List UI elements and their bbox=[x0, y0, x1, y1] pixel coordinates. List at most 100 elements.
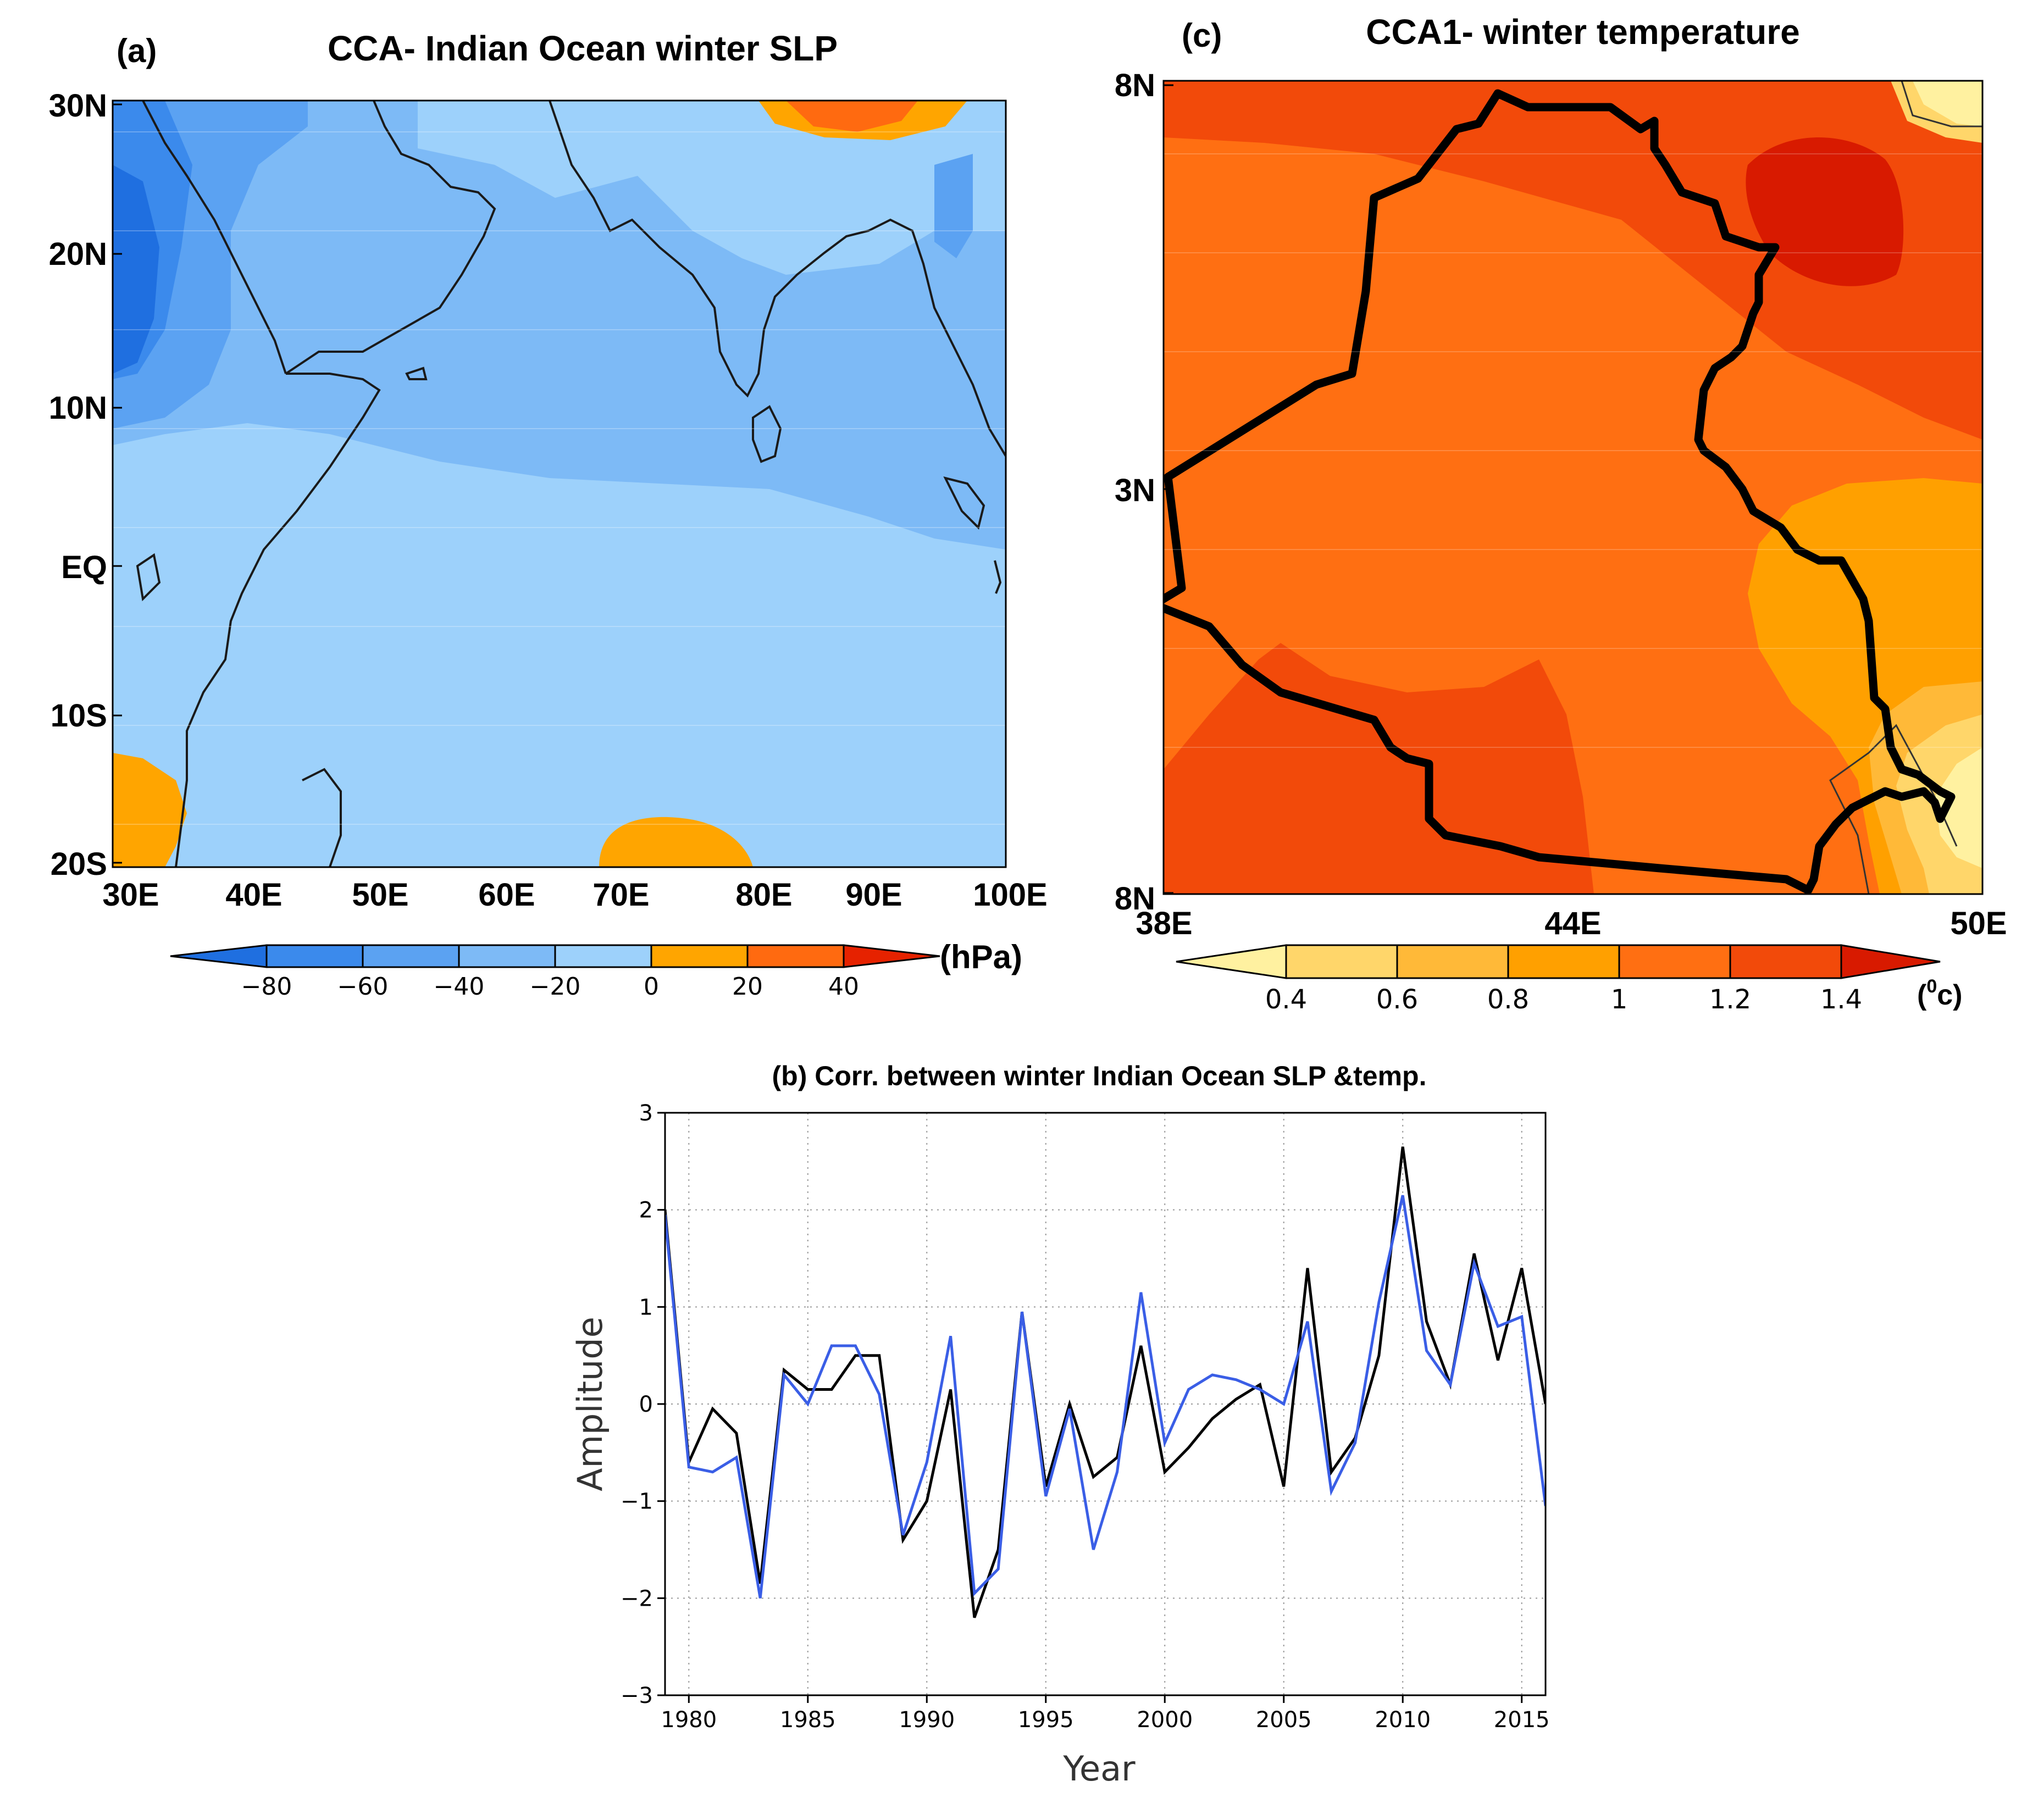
faint-grid-stripes-c bbox=[1164, 153, 1982, 748]
temp-colorbar-arrow-low bbox=[1176, 944, 1287, 979]
slp-contour--40-east bbox=[934, 154, 973, 258]
slp-map bbox=[113, 101, 1006, 867]
slp-colorbar-arrow-high bbox=[843, 944, 940, 968]
slp-positive-north-core bbox=[786, 101, 918, 132]
temp-colorbar-tick: 0.4 bbox=[1265, 984, 1307, 1015]
temp-colorbar-bin bbox=[1618, 944, 1731, 979]
panel-a-letter: (a) bbox=[117, 32, 157, 69]
temp-colorbar-unit: (0c) bbox=[1917, 976, 1963, 1011]
lat-label: 3N bbox=[1115, 473, 1155, 508]
chart-title: (b) Corr. between winter Indian Ocean SL… bbox=[772, 1061, 1427, 1091]
panel-a: (a) CCA- Indian Ocean winter SLP bbox=[49, 29, 1048, 1001]
temp-unit-open: ( bbox=[1917, 979, 1927, 1011]
chart-x-tick-label: 2005 bbox=[1256, 1707, 1312, 1733]
temp-colorbar-tick: 0.6 bbox=[1376, 984, 1418, 1015]
chart-xlabel: Year bbox=[1062, 1749, 1136, 1789]
lon-label: 30E bbox=[102, 877, 159, 913]
chart-y-tick-label: 0 bbox=[639, 1392, 653, 1417]
chart-y-tick-label: −1 bbox=[621, 1489, 653, 1514]
slp-colorbar-tick: 40 bbox=[828, 973, 859, 1001]
slp-contour--80 bbox=[113, 165, 159, 374]
lat-label: 10S bbox=[51, 698, 107, 734]
chart-series-line-black bbox=[665, 1146, 1546, 1618]
temp-colorbar-tick: 0.8 bbox=[1487, 984, 1529, 1015]
slp-colorbar: −80 −60 −40 −20 0 20 40 (hPa) bbox=[170, 939, 1022, 1001]
chart-y-tick-label: 1 bbox=[639, 1295, 653, 1320]
faint-grid-stripes bbox=[113, 131, 1006, 825]
temp-unit-degree: 0 bbox=[1926, 976, 1937, 997]
chart-ylabel: Amplitude bbox=[570, 1317, 610, 1491]
temp-unit-close: c) bbox=[1937, 979, 1962, 1011]
temp-colorbar-tick: 1.2 bbox=[1709, 984, 1751, 1015]
chart-lines bbox=[665, 1146, 1546, 1618]
chart-y-tick-label: −3 bbox=[621, 1683, 653, 1708]
lon-label: 44E bbox=[1544, 906, 1601, 941]
chart-y-tick-label: 3 bbox=[639, 1101, 653, 1126]
coastlines bbox=[136, 101, 1006, 867]
panel-a-lat-labels: 30N 20N 10N EQ 10S 20S bbox=[49, 88, 107, 882]
chart-x-ticks: 1980 1985 1990 1995 2000 2005 2010 2015 bbox=[661, 1695, 1550, 1733]
temp-colorbar-bin bbox=[1729, 944, 1842, 979]
slp-colorbar-tick: −60 bbox=[337, 973, 389, 1001]
lat-label: 10N bbox=[49, 390, 107, 426]
chart-y-ticks: −3 −2 −1 0 1 2 3 bbox=[621, 1101, 665, 1708]
slp-colorbar-tick: −40 bbox=[434, 973, 485, 1001]
temp-contour-0.4 bbox=[1935, 747, 1982, 868]
temp-colorbar-tick: 1 bbox=[1611, 984, 1628, 1015]
slp-contour--20 bbox=[113, 101, 1006, 550]
chart-plot-area bbox=[665, 1113, 1546, 1695]
temp-colorbar-tick: 1.4 bbox=[1820, 984, 1862, 1015]
chart-y-tick-label: 2 bbox=[639, 1198, 653, 1223]
temp-contour-1.2-south bbox=[1164, 643, 1594, 894]
lon-label: 70E bbox=[592, 877, 649, 913]
lat-label: 20N bbox=[49, 236, 107, 272]
slp-positive-southwest bbox=[113, 753, 187, 867]
slp-colorbar-tick: 0 bbox=[644, 973, 659, 1001]
slp-colorbar-bin bbox=[650, 944, 749, 968]
lat-label: 8N bbox=[1115, 881, 1155, 917]
slp-colorbar-unit: (hPa) bbox=[940, 939, 1022, 975]
lat-label: 30N bbox=[49, 88, 107, 124]
temp-colorbar-arrow-high bbox=[1840, 944, 1941, 979]
slp-positive-south bbox=[599, 817, 753, 867]
lon-label: 90E bbox=[845, 877, 902, 913]
temp-colorbar-bin bbox=[1396, 944, 1509, 979]
lon-label: 100E bbox=[973, 877, 1047, 913]
chart-y-tick-label: −2 bbox=[621, 1586, 653, 1611]
panel-c-lat-ticks bbox=[1164, 84, 1173, 894]
chart-x-tick-label: 1995 bbox=[1018, 1707, 1074, 1733]
slp-colorbar-bin bbox=[554, 944, 652, 968]
slp-colorbar-bin bbox=[458, 944, 556, 968]
panel-c-letter: (c) bbox=[1182, 17, 1222, 54]
lat-label: 20S bbox=[51, 846, 107, 882]
temp-map bbox=[1164, 81, 1982, 894]
chart-x-tick-label: 1990 bbox=[899, 1707, 955, 1733]
chart-x-tick-label: 2015 bbox=[1494, 1707, 1550, 1733]
lon-label: 60E bbox=[478, 877, 535, 913]
slp-colorbar-arrow-low bbox=[170, 944, 268, 968]
slp-colorbar-tick: −20 bbox=[530, 973, 581, 1001]
lon-label: 80E bbox=[735, 877, 792, 913]
chart-x-tick-label: 2010 bbox=[1375, 1707, 1431, 1733]
panel-a-lon-labels: 30E 40E 50E 60E 70E 80E 90E 100E bbox=[102, 877, 1047, 913]
chart-grid bbox=[665, 1113, 1546, 1695]
panel-a-title: CCA- Indian Ocean winter SLP bbox=[328, 29, 838, 68]
lat-label: 8N bbox=[1115, 68, 1155, 103]
temp-map-frame bbox=[1162, 80, 1984, 895]
lon-label: 40E bbox=[225, 877, 282, 913]
slp-colorbar-bin bbox=[265, 944, 364, 968]
lat-label: EQ bbox=[61, 550, 107, 585]
temp-colorbar-bin bbox=[1507, 944, 1620, 979]
panel-c: (c) CCA1- winter temperature bbox=[1115, 12, 2007, 1015]
iraq-border bbox=[1164, 89, 1956, 894]
slp-colorbar-tick: −80 bbox=[241, 973, 292, 1001]
chart-x-tick-label: 1985 bbox=[780, 1707, 836, 1733]
panel-a-lat-ticks bbox=[113, 103, 122, 864]
slp-colorbar-bin bbox=[746, 944, 845, 968]
temp-contour-0.4-ne bbox=[1913, 81, 1982, 126]
slp-colorbar-bin bbox=[362, 944, 460, 968]
temp-colorbar-bin bbox=[1285, 944, 1398, 979]
panel-c-title: CCA1- winter temperature bbox=[1366, 12, 1800, 52]
temp-colorbar: 0.4 0.6 0.8 1 1.2 1.4 (0c) bbox=[1176, 944, 1963, 1015]
